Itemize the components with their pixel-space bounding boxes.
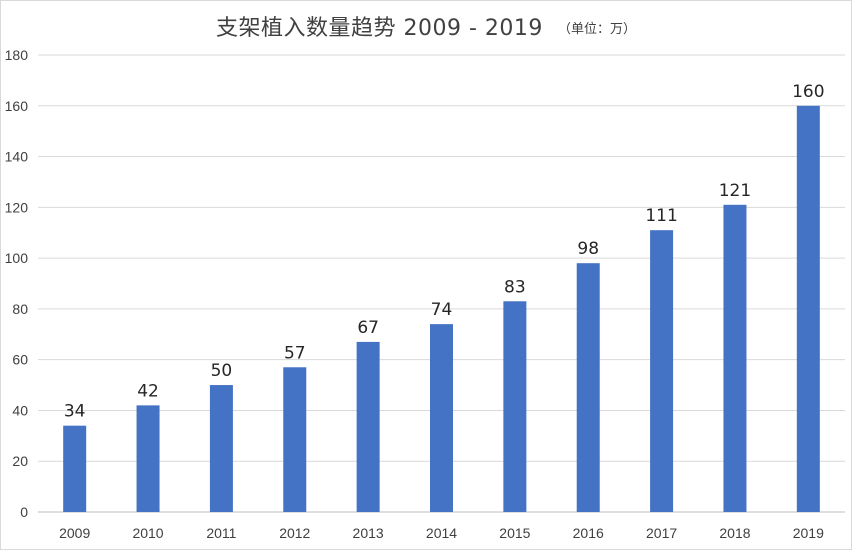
data-label: 50 [211, 361, 233, 381]
data-label: 57 [284, 343, 306, 363]
x-tick-label: 2016 [573, 525, 604, 541]
x-tick-label: 2018 [719, 525, 750, 541]
x-tick-label: 2017 [646, 525, 677, 541]
data-label: 83 [504, 277, 526, 297]
data-labels: 34 42 50 57 67 74 83 98 111 121 160 [64, 82, 825, 422]
y-tick-label: 20 [12, 453, 28, 469]
bar [209, 385, 233, 512]
bar [283, 367, 307, 512]
x-tick-label: 2019 [793, 525, 824, 541]
bar [796, 105, 820, 513]
chart-unit-note: （单位：万） [557, 22, 636, 37]
y-tick-label: 80 [12, 301, 28, 317]
y-tick-label: 40 [12, 402, 28, 418]
data-label: 67 [357, 318, 379, 338]
x-tick-label: 2011 [206, 525, 236, 541]
bars [63, 105, 820, 513]
bar [430, 324, 453, 512]
data-label: 111 [645, 206, 677, 226]
bar [723, 204, 747, 513]
chart-title-text: 支架植入数量趋势 2009 - 2019 [215, 16, 543, 41]
x-tick-label: 2015 [499, 525, 530, 541]
bar [576, 263, 600, 512]
y-tick-label: 180 [5, 47, 29, 63]
bar [136, 405, 160, 512]
bar [650, 230, 674, 512]
data-label: 160 [792, 82, 824, 102]
x-tick-label: 2009 [59, 525, 90, 541]
chart-title: 支架植入数量趋势 2009 - 2019 （单位：万） [0, 10, 852, 42]
data-label: 98 [577, 239, 599, 259]
bar [63, 425, 87, 512]
x-tick-label: 2010 [132, 525, 163, 541]
data-label: 74 [431, 300, 453, 320]
x-tick-label: 2013 [353, 525, 384, 541]
x-tick-label: 2012 [279, 525, 310, 541]
y-tick-label: 0 [20, 504, 28, 520]
x-tick-label: 2014 [426, 525, 457, 541]
y-axis-ticks: 0 20 40 60 80 100 120 140 160 180 [5, 47, 29, 520]
y-tick-label: 100 [5, 250, 29, 266]
y-tick-label: 160 [5, 98, 29, 114]
y-tick-label: 60 [12, 352, 28, 368]
data-label: 121 [719, 181, 751, 201]
x-axis-ticks: 2009 2010 2011 2012 2013 2014 2015 2016 2017 2018… [59, 525, 824, 541]
y-tick-label: 140 [5, 149, 29, 165]
data-label: 42 [137, 381, 159, 401]
y-tick-label: 120 [5, 199, 29, 215]
data-label: 34 [64, 402, 86, 422]
bar [356, 341, 380, 512]
bar [503, 301, 527, 512]
